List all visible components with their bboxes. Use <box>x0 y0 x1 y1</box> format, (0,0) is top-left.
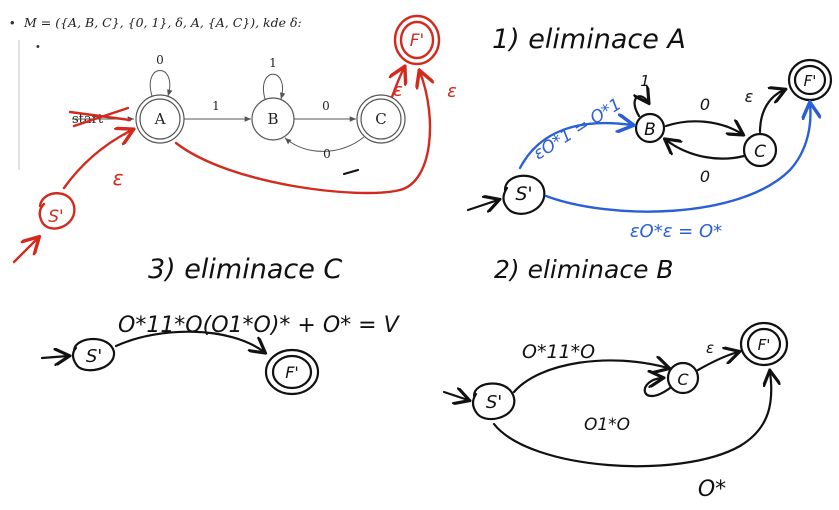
a-self-loop <box>149 70 173 97</box>
step1-final-state: F' <box>787 58 833 102</box>
step1-c-label: C <box>754 142 766 162</box>
c-to-b-label: 0 <box>323 147 331 161</box>
red-a-to-f-edge <box>174 72 430 195</box>
step2-c-to-f <box>696 352 738 372</box>
bullet: • <box>10 15 15 30</box>
red-start-arrow <box>12 238 38 264</box>
step1-state-c: C <box>742 132 778 168</box>
step1-s-to-b-blue <box>518 123 632 170</box>
step2-c-loop-label: O1*O <box>584 415 630 435</box>
red-s-to-a-label: ε <box>113 166 124 190</box>
step1-c-to-b-label: 0 <box>700 167 710 186</box>
step2-state-c: C <box>666 361 700 395</box>
definition-header: • M = ({A, B, C}, {0, 1}, δ, A, {A, C}),… <box>10 15 302 170</box>
step3-title: 3) eliminace C <box>148 254 342 285</box>
step2-start-label: S' <box>486 392 502 413</box>
step3-start-label: S' <box>86 346 102 367</box>
state-b-label: B <box>267 110 278 128</box>
red-final-state: F' <box>393 14 441 66</box>
step2-s-to-c <box>512 360 668 394</box>
red-start-state <box>38 192 76 230</box>
step3-start-state: S' <box>71 338 116 372</box>
step2-start-state: S' <box>471 382 516 421</box>
step1-c-to-f-label: ε <box>745 87 754 106</box>
step2-c-to-f-label: ε <box>706 339 714 357</box>
step1-c-to-f <box>758 90 784 134</box>
step1-b-loop <box>635 96 648 118</box>
step1-state-b: B <box>634 112 666 144</box>
red-c-to-f-label: ε <box>393 80 403 101</box>
step1-b-label: B <box>644 120 656 140</box>
step3-final-label: F' <box>285 363 299 382</box>
step1-start-label: S' <box>515 183 532 205</box>
a-loop-label: 0 <box>156 53 164 67</box>
step2-s-to-f-label: O* <box>698 477 726 502</box>
step3-final-state: F' <box>264 348 320 396</box>
step3-s-to-f <box>114 330 264 352</box>
step1-c-to-b <box>666 140 746 160</box>
step2-final-state: F' <box>739 321 789 367</box>
step1-start-arrow <box>466 200 498 210</box>
step2-eliminate-b: 2) eliminace B S' O*11*O C O1*O ε F' O* <box>442 255 789 502</box>
b-to-c-label: 0 <box>322 99 330 113</box>
step3-start-arrow <box>40 356 68 358</box>
step2-c-label: C <box>677 370 689 389</box>
red-annotations: S' ε ε ε F' <box>12 14 457 264</box>
state-b: B <box>251 97 295 141</box>
start-strike <box>68 106 132 128</box>
step1-s-to-f-label: εO*ε = O* <box>630 221 722 242</box>
automaton-definition: M = ({A, B, C}, {0, 1}, δ, A, {A, C}), k… <box>23 15 302 30</box>
step3-s-to-f-label: O*11*O(O1*O)* + O* = V <box>118 313 401 338</box>
step3-eliminate-c: 3) eliminace C S' O*11*O(O1*O)* + O* = V… <box>40 254 401 396</box>
step1-eliminate-a: 1) eliminace A S' B 1 C 0 0 F' ε <box>466 24 833 242</box>
step1-s-to-f-blue <box>544 104 810 213</box>
step1-b-loop-label: 1 <box>640 72 650 90</box>
step1-b-to-c <box>664 121 742 134</box>
state-c: C <box>356 94 406 144</box>
red-s-to-a-edge <box>62 130 132 190</box>
step1-s-to-b-label: εO*1 = O*1 <box>530 94 625 164</box>
red-start-label: S' <box>48 207 63 227</box>
step2-title: 2) eliminace B <box>494 255 674 284</box>
original-automaton: start A 0 B 1 C 1 0 0 <box>68 53 406 176</box>
red-final-label: F' <box>410 31 424 51</box>
step1-title: 1) eliminace A <box>492 24 686 55</box>
step1-start-state: S' <box>502 174 546 215</box>
step2-s-to-f <box>492 372 771 468</box>
sub-bullet: • <box>36 41 40 53</box>
step1-b-to-c-label: 0 <box>700 95 710 114</box>
b-self-loop <box>263 73 286 100</box>
state-a: A <box>135 94 185 144</box>
step2-start-arrow <box>442 392 468 400</box>
b-loop-label: 1 <box>269 56 277 70</box>
red-c-to-f-edge <box>392 68 404 99</box>
state-c-label: C <box>375 110 386 128</box>
step2-c-loop <box>643 378 672 398</box>
step1-final-label: F' <box>804 72 817 90</box>
state-a-label: A <box>154 110 166 128</box>
c-to-b-edge <box>284 136 365 152</box>
a-to-b-label: 1 <box>212 99 220 113</box>
step2-final-label: F' <box>758 336 771 354</box>
stray-mark <box>342 168 360 176</box>
step2-s-to-c-label: O*11*O <box>522 341 595 363</box>
red-a-to-f-label: ε <box>447 81 457 102</box>
